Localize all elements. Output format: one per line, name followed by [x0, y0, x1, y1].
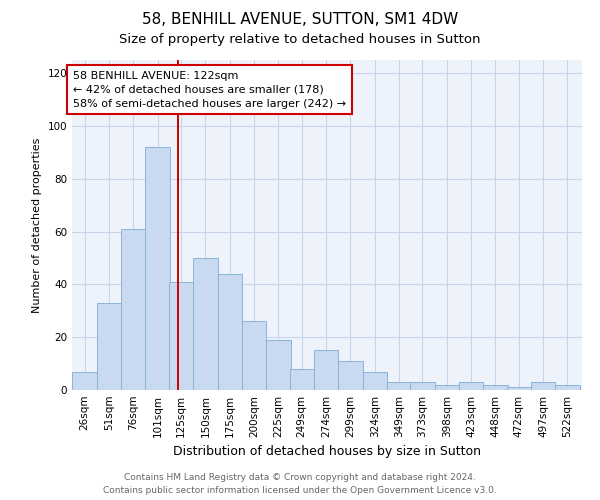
Bar: [121, 229, 145, 390]
Bar: [290, 369, 314, 390]
Bar: [97, 303, 121, 390]
Bar: [193, 258, 218, 390]
Bar: [242, 322, 266, 390]
X-axis label: Distribution of detached houses by size in Sutton: Distribution of detached houses by size …: [173, 446, 481, 458]
Bar: [362, 372, 387, 390]
Bar: [387, 382, 411, 390]
Bar: [314, 350, 338, 390]
Bar: [434, 384, 459, 390]
Text: 58, BENHILL AVENUE, SUTTON, SM1 4DW: 58, BENHILL AVENUE, SUTTON, SM1 4DW: [142, 12, 458, 28]
Bar: [506, 388, 531, 390]
Bar: [218, 274, 242, 390]
Bar: [73, 372, 97, 390]
Bar: [266, 340, 290, 390]
Bar: [145, 147, 170, 390]
Y-axis label: Number of detached properties: Number of detached properties: [32, 138, 42, 312]
Bar: [410, 382, 434, 390]
Bar: [459, 382, 483, 390]
Text: 58 BENHILL AVENUE: 122sqm
← 42% of detached houses are smaller (178)
58% of semi: 58 BENHILL AVENUE: 122sqm ← 42% of detac…: [73, 70, 346, 108]
Bar: [169, 282, 193, 390]
Bar: [531, 382, 555, 390]
Text: Size of property relative to detached houses in Sutton: Size of property relative to detached ho…: [119, 32, 481, 46]
Bar: [555, 384, 580, 390]
Bar: [483, 384, 508, 390]
Text: Contains HM Land Registry data © Crown copyright and database right 2024.
Contai: Contains HM Land Registry data © Crown c…: [103, 473, 497, 495]
Bar: [338, 361, 362, 390]
